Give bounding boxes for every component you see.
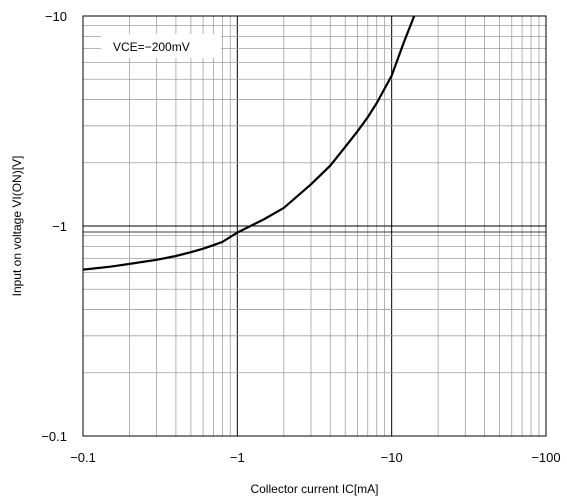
x-tick-label: −100 (531, 450, 560, 465)
x-tick-label: −1 (230, 450, 245, 465)
y-axis-title: Input on voltage VI(ON)[V] (10, 156, 24, 297)
legend: VCE=−200mV (101, 34, 221, 58)
x-axis-title: Collector current IC[mA] (250, 482, 378, 496)
x-tick-label: −0.1 (70, 450, 96, 465)
grid (82, 16, 546, 437)
y-tick-label: −1 (52, 219, 67, 234)
legend-text: VCE=−200mV (113, 40, 190, 54)
x-tick-label: −10 (381, 450, 403, 465)
y-tick-label: −0.1 (41, 429, 67, 444)
series-line (82, 15, 416, 271)
legend-box (101, 34, 221, 58)
tick-labels: −0.1 −1 −10 −100 −0.1 −1 −10 (41, 9, 560, 465)
plot-frame (82, 15, 547, 437)
y-tick-label: −10 (45, 9, 67, 24)
